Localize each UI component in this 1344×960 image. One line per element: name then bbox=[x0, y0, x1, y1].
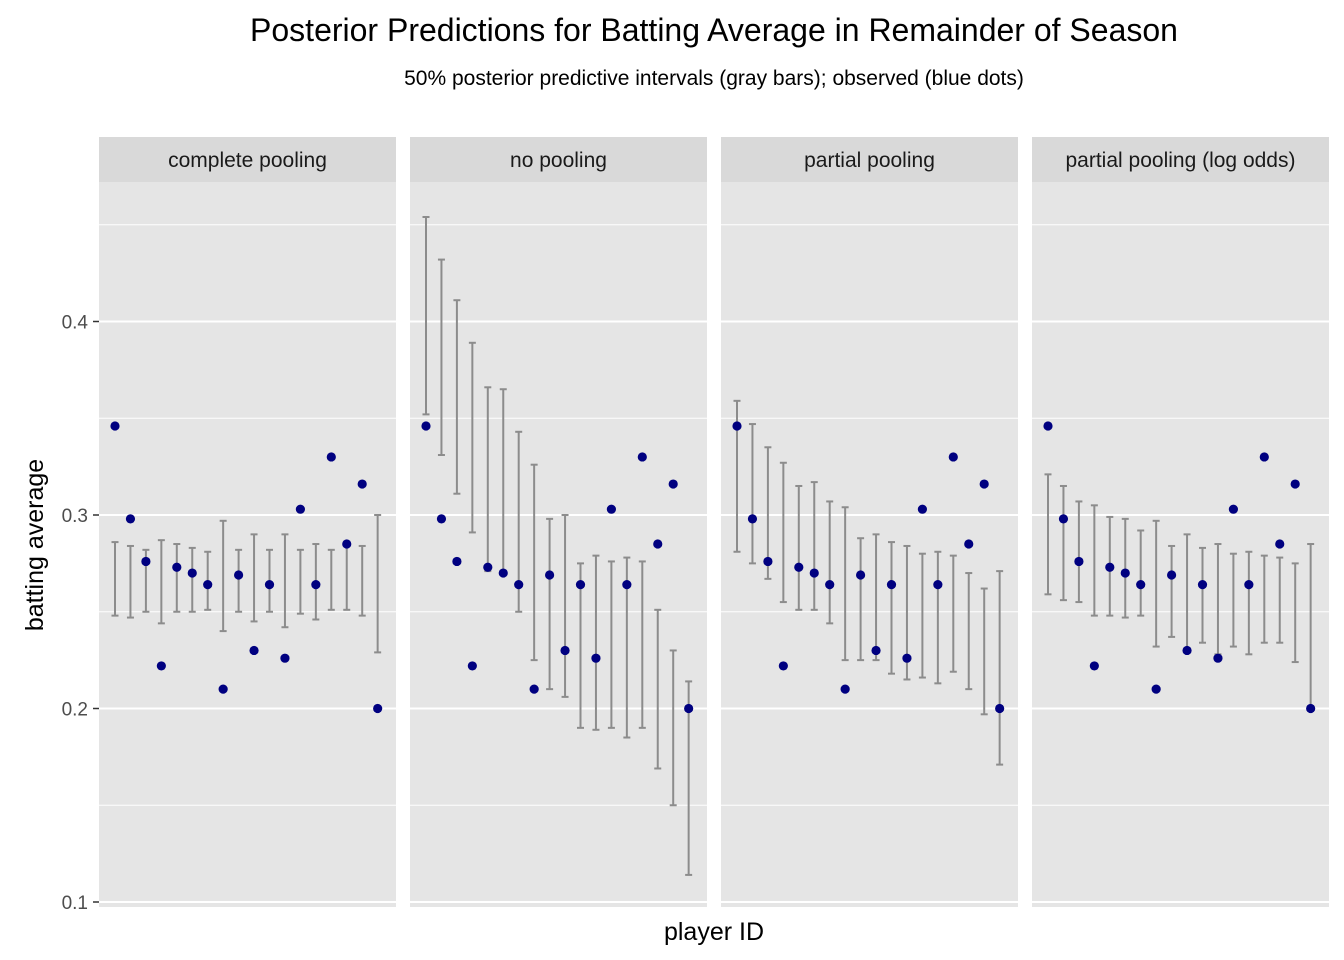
observed-point bbox=[358, 479, 367, 488]
observed-point bbox=[653, 539, 662, 548]
chart-subtitle: 50% posterior predictive intervals (gray… bbox=[404, 67, 1024, 90]
observed-point bbox=[1306, 704, 1315, 713]
y-axis-title: batting average bbox=[21, 459, 49, 631]
observed-point bbox=[1121, 568, 1130, 577]
observed-point bbox=[234, 570, 243, 579]
observed-point bbox=[933, 580, 942, 589]
facet-panels: complete pooling no pooling partial poolin… bbox=[99, 137, 1329, 907]
facet-strip-label: no pooling bbox=[510, 149, 607, 172]
observed-point bbox=[1244, 580, 1253, 589]
observed-point bbox=[421, 421, 430, 430]
observed-point bbox=[437, 514, 446, 523]
observed-point bbox=[748, 514, 757, 523]
observed-point bbox=[825, 580, 834, 589]
observed-point bbox=[172, 563, 181, 572]
observed-point bbox=[794, 563, 803, 572]
observed-point bbox=[219, 685, 228, 694]
observed-point bbox=[871, 646, 880, 655]
observed-point bbox=[918, 505, 927, 514]
observed-point bbox=[342, 539, 351, 548]
observed-point bbox=[841, 685, 850, 694]
facet-panel: partial pooling bbox=[721, 137, 1018, 907]
observed-point bbox=[980, 479, 989, 488]
observed-point bbox=[779, 661, 788, 670]
facet-strip-label: partial pooling bbox=[804, 149, 935, 172]
observed-point bbox=[514, 580, 523, 589]
observed-point bbox=[995, 704, 1004, 713]
observed-point bbox=[949, 452, 958, 461]
panel-background bbox=[410, 182, 707, 907]
observed-point bbox=[622, 580, 631, 589]
observed-point bbox=[560, 646, 569, 655]
observed-point bbox=[638, 452, 647, 461]
observed-point bbox=[1182, 646, 1191, 655]
observed-point bbox=[545, 570, 554, 579]
observed-point bbox=[1213, 654, 1222, 663]
facet-strip-label: partial pooling (log odds) bbox=[1066, 149, 1296, 172]
observed-point bbox=[530, 685, 539, 694]
observed-point bbox=[591, 654, 600, 663]
observed-point bbox=[311, 580, 320, 589]
observed-point bbox=[1229, 505, 1238, 514]
observed-point bbox=[1105, 563, 1114, 572]
observed-point bbox=[188, 568, 197, 577]
observed-point bbox=[296, 505, 305, 514]
observed-point bbox=[280, 654, 289, 663]
panel-background bbox=[99, 182, 396, 907]
panel-background bbox=[1032, 182, 1329, 907]
observed-point bbox=[1260, 452, 1269, 461]
observed-point bbox=[576, 580, 585, 589]
observed-point bbox=[763, 557, 772, 566]
observed-point bbox=[1043, 421, 1052, 430]
facet-panel: complete pooling bbox=[99, 137, 396, 907]
observed-point bbox=[669, 479, 678, 488]
facet-strip-label: complete pooling bbox=[168, 149, 327, 172]
observed-point bbox=[1275, 539, 1284, 548]
y-tick-label: 0.1 bbox=[62, 893, 88, 914]
observed-point bbox=[141, 557, 150, 566]
observed-point bbox=[1090, 661, 1099, 670]
observed-point bbox=[684, 704, 693, 713]
observed-point bbox=[1136, 580, 1145, 589]
observed-point bbox=[110, 421, 119, 430]
observed-point bbox=[1059, 514, 1068, 523]
observed-point bbox=[452, 557, 461, 566]
facet-panel: no pooling bbox=[410, 137, 707, 907]
observed-point bbox=[964, 539, 973, 548]
observed-point bbox=[327, 452, 336, 461]
y-tick-label: 0.2 bbox=[62, 700, 88, 721]
observed-point bbox=[1152, 685, 1161, 694]
observed-point bbox=[1074, 557, 1083, 566]
observed-point bbox=[373, 704, 382, 713]
observed-point bbox=[157, 661, 166, 670]
y-axis: 0.1 0.2 0.3 0.4 bbox=[62, 313, 99, 915]
observed-point bbox=[607, 505, 616, 514]
observed-point bbox=[265, 580, 274, 589]
observed-point bbox=[810, 568, 819, 577]
y-tick-label: 0.4 bbox=[62, 313, 89, 334]
observed-point bbox=[1291, 479, 1300, 488]
x-axis-title: player ID bbox=[664, 918, 764, 946]
observed-point bbox=[468, 661, 477, 670]
panel-background bbox=[721, 182, 1018, 907]
observed-point bbox=[1167, 570, 1176, 579]
y-tick-label: 0.3 bbox=[62, 506, 88, 527]
observed-point bbox=[732, 421, 741, 430]
observed-point bbox=[483, 563, 492, 572]
observed-point bbox=[856, 570, 865, 579]
chart-title: Posterior Predictions for Batting Averag… bbox=[250, 12, 1178, 48]
observed-point bbox=[1198, 580, 1207, 589]
facet-panel: partial pooling (log odds) bbox=[1032, 137, 1329, 907]
observed-point bbox=[249, 646, 258, 655]
observed-point bbox=[499, 568, 508, 577]
observed-point bbox=[203, 580, 212, 589]
observed-point bbox=[887, 580, 896, 589]
observed-point bbox=[902, 654, 911, 663]
observed-point bbox=[126, 514, 135, 523]
